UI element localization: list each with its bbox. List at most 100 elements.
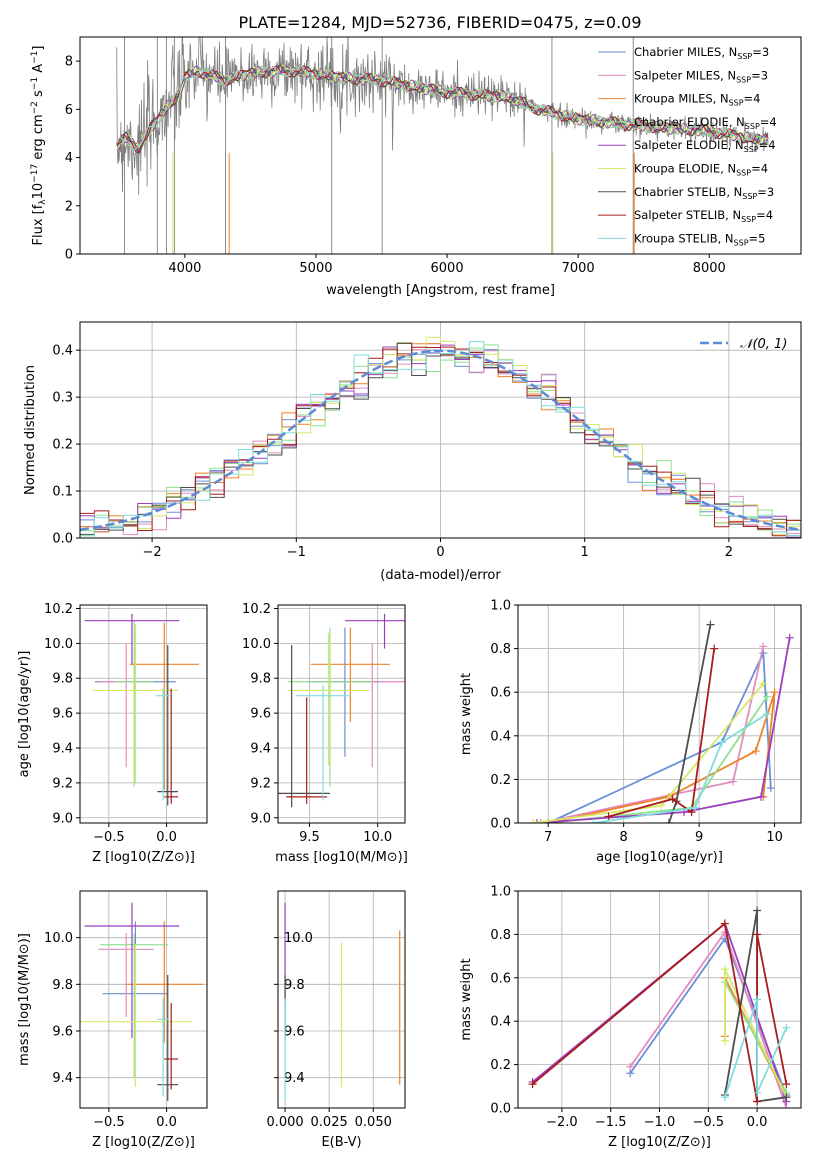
y-axis-label: mass [log10(M/M⊙)] bbox=[17, 933, 32, 1066]
y-tick-label: 0 bbox=[65, 248, 73, 263]
x-tick-label: 0 bbox=[436, 545, 444, 560]
x-tick-label: 0.0 bbox=[747, 1115, 768, 1130]
x-tick-label: 9.5 bbox=[299, 830, 320, 845]
weight-marker bbox=[720, 965, 729, 974]
model-fit-line bbox=[116, 64, 769, 151]
legend-label: Salpeter MILES, NSSP=3 bbox=[634, 68, 768, 84]
y-tick-label: 0.8 bbox=[490, 642, 511, 657]
y-tick-label: 0.2 bbox=[52, 438, 73, 453]
y-tick-label: 9.6 bbox=[52, 1025, 73, 1040]
y-tick-label: 1.0 bbox=[490, 885, 511, 900]
weight-marker bbox=[753, 930, 762, 939]
plot-area bbox=[116, 37, 769, 254]
plot-area bbox=[84, 613, 199, 806]
weight-marker bbox=[729, 777, 738, 786]
weight-vs-metallicity-plot: −2.0 −1.5 −1.0 −0.5 0.0 0.0 0.2 0.4 0.6 0.8 1.0 Z [… bbox=[459, 885, 802, 1150]
x-axis-label: E(B-V) bbox=[321, 1135, 361, 1150]
y-axis-label: Flux [fλ10−17 erg cm−2 s−1 A−1] bbox=[30, 46, 48, 246]
y-axis-label: Normed distribution bbox=[23, 365, 38, 495]
axes-frame bbox=[79, 890, 208, 1109]
x-tick-label: 4000 bbox=[168, 261, 201, 276]
plot-area bbox=[80, 902, 203, 1101]
x-tick-label: 6000 bbox=[431, 261, 464, 276]
y-tick-label: 9.4 bbox=[52, 1071, 73, 1086]
weight-marker bbox=[604, 812, 613, 821]
y-tick-label: 8 bbox=[65, 55, 73, 70]
plot-area bbox=[278, 613, 405, 808]
weight-marker bbox=[753, 1088, 762, 1097]
weight-line bbox=[536, 637, 791, 823]
x-tick-label: −0.5 bbox=[93, 830, 125, 845]
x-tick-label: 8 bbox=[620, 830, 628, 845]
y-tick-label: 10.0 bbox=[284, 931, 313, 946]
y-tick-label: 0.8 bbox=[490, 928, 511, 943]
y-tick-label: 6 bbox=[65, 103, 73, 118]
x-tick-label: −2.0 bbox=[546, 1115, 578, 1130]
x-tick-label: 0.025 bbox=[311, 1115, 348, 1130]
age-vs-metallicity-plot: −0.5 0.0 9.0 9.2 9.4 9.6 9.8 10.0 10.2 Z [log10(Z… bbox=[17, 602, 208, 865]
weight-line bbox=[593, 713, 768, 823]
weight-marker bbox=[529, 819, 538, 823]
weight-marker bbox=[668, 795, 677, 804]
gaussian-curve bbox=[80, 349, 801, 532]
weight-marker bbox=[710, 644, 719, 653]
x-tick-label: −1.5 bbox=[595, 1115, 627, 1130]
y-tick-label: 10.0 bbox=[44, 637, 73, 652]
weight-vs-age-plot: 7 8 9 10 0.0 0.2 0.4 0.6 0.8 1.0 age [log10(age/yr… bbox=[459, 599, 802, 865]
axes-frame bbox=[517, 604, 802, 824]
y-tick-label: 0.2 bbox=[490, 773, 511, 788]
x-tick-label: 1 bbox=[581, 545, 589, 560]
y-tick-label: 9.6 bbox=[284, 1025, 305, 1040]
x-tick-label: 5000 bbox=[299, 261, 332, 276]
axes-frame bbox=[277, 604, 406, 824]
y-tick-label: 9.6 bbox=[52, 707, 73, 722]
y-tick-label: 0.1 bbox=[52, 485, 73, 500]
weight-marker bbox=[782, 1023, 791, 1032]
weight-line bbox=[540, 646, 765, 823]
y-tick-label: 9.8 bbox=[284, 978, 305, 993]
x-tick-label: 0.0 bbox=[156, 830, 177, 845]
weight-marker bbox=[782, 1093, 791, 1102]
weight-marker bbox=[687, 808, 696, 817]
axes-frame bbox=[79, 321, 802, 539]
x-tick-label: −1.0 bbox=[644, 1115, 676, 1130]
x-axis-label: age [log10(age/yr)] bbox=[596, 850, 723, 865]
weight-marker bbox=[753, 995, 762, 1004]
y-tick-label: 0.0 bbox=[490, 1102, 511, 1117]
x-axis-label: Z [log10(Z/Z⊙)] bbox=[92, 850, 195, 865]
x-tick-label: 8000 bbox=[693, 261, 726, 276]
y-tick-label: 9.0 bbox=[250, 811, 271, 826]
y-tick-label: 9.2 bbox=[250, 776, 271, 791]
legend-label: Kroupa MILES, NSSP=4 bbox=[634, 92, 760, 108]
mass-vs-metallicity-plot: −0.5 0.0 9.4 9.6 9.8 10.0 Z [log10(Z/Z⊙)] mass … bbox=[17, 890, 208, 1150]
legend-label: Chabrier MILES, NSSP=3 bbox=[634, 45, 769, 61]
legend-label: Chabrier ELODIE, NSSP=4 bbox=[634, 115, 777, 131]
y-tick-label: 9.6 bbox=[250, 707, 271, 722]
x-tick-label: 10 bbox=[766, 830, 783, 845]
y-tick-label: 9.4 bbox=[284, 1071, 305, 1086]
x-tick-label: 10.0 bbox=[363, 830, 392, 845]
weight-line bbox=[547, 652, 772, 823]
axes-frame bbox=[79, 604, 208, 824]
y-tick-label: 2 bbox=[65, 199, 73, 214]
x-tick-label: 9 bbox=[695, 830, 703, 845]
weight-marker bbox=[626, 1062, 635, 1071]
legend-label: Salpeter ELODIE, NSSP=4 bbox=[634, 138, 776, 154]
x-tick-label: 0.0 bbox=[156, 1115, 177, 1130]
axes-frame bbox=[517, 890, 802, 1109]
legend-label: Kroupa STELIB, NSSP=5 bbox=[634, 231, 765, 247]
legend-label: Kroupa ELODIE, NSSP=4 bbox=[634, 162, 768, 178]
x-tick-label: −1 bbox=[287, 545, 306, 560]
y-tick-label: 10.2 bbox=[44, 602, 73, 617]
y-tick-label: 10.0 bbox=[242, 637, 271, 652]
figure-title: PLATE=1284, MJD=52736, FIBERID=0475, z=0… bbox=[238, 13, 641, 32]
weight-line bbox=[608, 648, 716, 818]
y-tick-label: 1.0 bbox=[490, 599, 511, 614]
x-tick-label: −0.5 bbox=[93, 1115, 125, 1130]
weight-marker bbox=[766, 784, 775, 793]
x-tick-label: −2 bbox=[143, 545, 162, 560]
y-tick-label: 9.4 bbox=[250, 742, 271, 757]
plot-area bbox=[284, 902, 401, 1101]
x-tick-label: 0.000 bbox=[266, 1115, 303, 1130]
residuals-histogram: −2 −1 0 1 2 0.0 0.1 0.2 0.3 0.4 (data-model)/error… bbox=[23, 321, 802, 583]
